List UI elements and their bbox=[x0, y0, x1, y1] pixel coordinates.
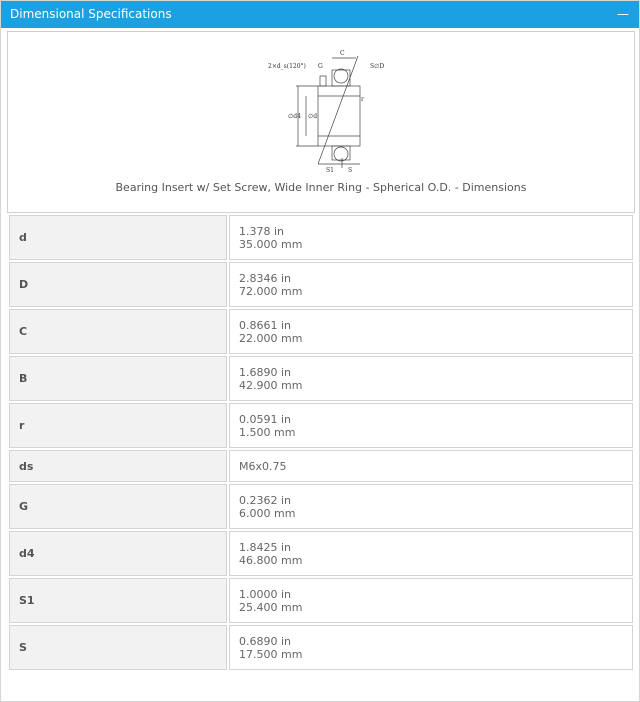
spec-name: S bbox=[9, 625, 227, 670]
table-row: C 0.8661 in 22.000 mm bbox=[9, 309, 633, 354]
spec-value-cell: 0.0591 in 1.500 mm bbox=[229, 403, 633, 448]
spec-value-in: 2.8346 in bbox=[239, 271, 292, 285]
spec-value-mm: 22.000 mm bbox=[239, 331, 303, 345]
spec-value-in: 1.6890 in bbox=[239, 365, 292, 379]
s-label: S bbox=[348, 167, 352, 174]
spec-value-mm: 17.500 mm bbox=[239, 647, 303, 661]
spec-value-cell: 1.0000 in 25.400 mm bbox=[229, 578, 633, 623]
dimension-figure: 2×d_s(120°) G C S∅D r ∅d4 ∅d S1 S Bearin… bbox=[7, 31, 635, 213]
spec-value-cell: 1.378 in 35.000 mm bbox=[229, 215, 633, 260]
sd-label: S∅D bbox=[370, 63, 384, 70]
table-row: d4 1.8425 in 46.800 mm bbox=[9, 531, 633, 576]
figure-caption: Bearing Insert w/ Set Screw, Wide Inner … bbox=[115, 181, 527, 194]
spec-name: ds bbox=[9, 450, 227, 482]
table-row: ds M6x0.75 bbox=[9, 450, 633, 482]
spec-value-in: 1.8425 in bbox=[239, 540, 292, 554]
spec-value-cell: 2.8346 in 72.000 mm bbox=[229, 262, 633, 307]
table-row: S1 1.0000 in 25.400 mm bbox=[9, 578, 633, 623]
spec-name: d bbox=[9, 215, 227, 260]
screw-label: 2×d_s(120°) bbox=[268, 63, 306, 70]
spec-value: M6x0.75 bbox=[239, 459, 287, 473]
g-label: G bbox=[318, 63, 323, 70]
spec-name: C bbox=[9, 309, 227, 354]
spec-value-in: 0.0591 in bbox=[239, 412, 292, 426]
table-row: S 0.6890 in 17.500 mm bbox=[9, 625, 633, 670]
spec-name: d4 bbox=[9, 531, 227, 576]
spec-value-cell: 1.8425 in 46.800 mm bbox=[229, 531, 633, 576]
spec-value-mm: 42.900 mm bbox=[239, 378, 303, 392]
spec-value-cell: 0.2362 in 6.000 mm bbox=[229, 484, 633, 529]
spec-name: B bbox=[9, 356, 227, 401]
s1-label: S1 bbox=[326, 167, 334, 174]
table-row: B 1.6890 in 42.900 mm bbox=[9, 356, 633, 401]
panel-header[interactable]: Dimensional Specifications — bbox=[1, 1, 639, 28]
table-row: G 0.2362 in 6.000 mm bbox=[9, 484, 633, 529]
spec-value-in: 1.0000 in bbox=[239, 587, 292, 601]
spec-value-in: 1.378 in bbox=[239, 224, 285, 238]
spec-value-in: 0.2362 in bbox=[239, 493, 292, 507]
minus-icon[interactable]: — bbox=[617, 7, 629, 21]
spec-value-in: 0.8661 in bbox=[239, 318, 292, 332]
spec-value-cell: M6x0.75 bbox=[229, 450, 633, 482]
d-label: ∅d bbox=[308, 113, 317, 120]
spec-name: S1 bbox=[9, 578, 227, 623]
spec-value-mm: 35.000 mm bbox=[239, 237, 303, 251]
d4-label: ∅d4 bbox=[288, 113, 301, 120]
c-label: C bbox=[340, 50, 345, 57]
specs-table: d 1.378 in 35.000 mm D 2.8346 in 72.000 mm C 0.… bbox=[7, 213, 635, 672]
r-label: r bbox=[361, 96, 364, 103]
table-row: r 0.0591 in 1.500 mm bbox=[9, 403, 633, 448]
spec-value-cell: 0.8661 in 22.000 mm bbox=[229, 309, 633, 354]
spec-value-mm: 1.500 mm bbox=[239, 425, 296, 439]
spec-value-in: 0.6890 in bbox=[239, 634, 292, 648]
spec-value-mm: 6.000 mm bbox=[239, 506, 296, 520]
spec-value-mm: 46.800 mm bbox=[239, 553, 303, 567]
spec-name: D bbox=[9, 262, 227, 307]
bearing-diagram: 2×d_s(120°) G C S∅D r ∅d4 ∅d S1 S bbox=[268, 50, 384, 174]
spec-value-cell: 0.6890 in 17.500 mm bbox=[229, 625, 633, 670]
spec-value-cell: 1.6890 in 42.900 mm bbox=[229, 356, 633, 401]
spec-value-mm: 25.400 mm bbox=[239, 600, 303, 614]
panel-title: Dimensional Specifications bbox=[10, 7, 172, 21]
table-row: D 2.8346 in 72.000 mm bbox=[9, 262, 633, 307]
table-row: d 1.378 in 35.000 mm bbox=[9, 215, 633, 260]
spec-name: r bbox=[9, 403, 227, 448]
spec-value-mm: 72.000 mm bbox=[239, 284, 303, 298]
spec-name: G bbox=[9, 484, 227, 529]
